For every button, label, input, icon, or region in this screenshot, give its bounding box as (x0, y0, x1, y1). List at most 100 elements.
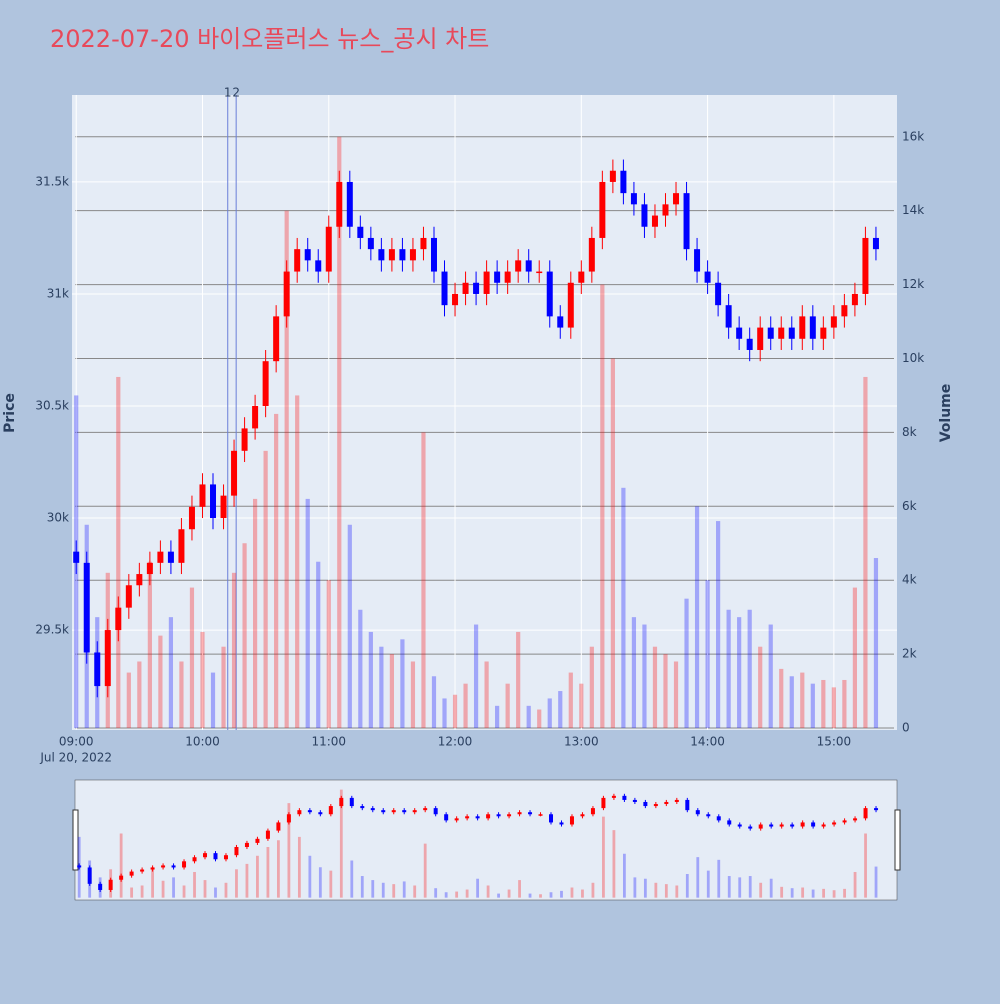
candle-body (119, 875, 124, 880)
x-tick-label: 09:00 (59, 735, 94, 749)
candle-body (294, 249, 301, 272)
slider-handle[interactable] (72, 809, 79, 871)
x-tick-label: 13:00 (564, 735, 599, 749)
candle-body (283, 271, 290, 317)
candle-body (252, 406, 259, 429)
range-slider[interactable] (72, 779, 901, 901)
candle-body (528, 812, 533, 815)
volume-bar (717, 859, 721, 898)
volume-bar (633, 877, 637, 898)
candle-body (483, 271, 490, 294)
candle-body (349, 797, 354, 807)
candle-body (779, 824, 784, 827)
candle-body (778, 327, 785, 339)
x-tick-label: 14:00 (690, 735, 725, 749)
candle-body (706, 814, 711, 817)
volume-bar (140, 885, 144, 898)
candle-body (874, 808, 879, 811)
volume-bar (392, 884, 396, 898)
volume-bar (339, 789, 343, 898)
candle-body (820, 327, 827, 339)
volume-bar (381, 882, 385, 898)
volume-bar (874, 866, 878, 898)
candle-body (674, 799, 679, 802)
candle-body (210, 484, 217, 519)
volume-bar (716, 521, 721, 729)
candle-body (767, 327, 774, 339)
candle-body (695, 810, 700, 815)
y2-tick-label: 14k (902, 203, 924, 217)
candle-body (737, 824, 742, 827)
slider-handle[interactable] (894, 809, 901, 871)
x-tick-label: 11:00 (311, 735, 346, 749)
candle-body (746, 338, 753, 350)
x-tick-label: 10:00 (185, 735, 220, 749)
volume-bar (518, 880, 521, 898)
candle-body (262, 361, 269, 407)
volume-bar (360, 876, 364, 898)
candle-body (630, 193, 637, 205)
candle-body (136, 574, 143, 586)
volume-bar (189, 587, 195, 729)
candle-body (715, 282, 722, 306)
volume-bar (473, 624, 479, 729)
candle-body (297, 810, 302, 815)
candle-body (569, 816, 574, 825)
candle-body (150, 867, 155, 870)
candle-body (727, 820, 732, 825)
volume-bar (706, 870, 710, 898)
candle-body (360, 806, 365, 809)
volume-bar (537, 709, 542, 729)
volume-bar (505, 683, 510, 729)
candle-body (129, 871, 134, 876)
volume-bar (738, 877, 742, 898)
volume-bar (350, 860, 354, 898)
candle-body (409, 249, 416, 261)
volume-bar (172, 877, 175, 898)
candle-body (841, 305, 848, 317)
volume-bar (444, 892, 448, 898)
volume-bar (368, 631, 373, 729)
volume-bar (274, 413, 279, 729)
candle-body (381, 810, 386, 813)
candle-body (496, 814, 501, 817)
candle-body (725, 305, 732, 328)
volume-bar (831, 687, 836, 729)
volume-bar (423, 843, 427, 898)
volume-bar (694, 506, 700, 729)
volume-bar (726, 609, 731, 729)
candle-body (620, 170, 627, 194)
candle-body (157, 551, 164, 563)
volume-bar (130, 887, 134, 898)
volume-bar (768, 624, 773, 729)
x-date-label: Jul 20, 2022 (39, 751, 112, 765)
y-tick-label: 29.5k (35, 623, 69, 637)
volume-bar (591, 882, 595, 898)
candle-body (423, 808, 428, 811)
candle-body (255, 838, 260, 843)
candle-body (307, 810, 312, 813)
candle-body (473, 282, 480, 294)
candle-body (683, 193, 690, 250)
candle-body (716, 816, 721, 821)
candle-body (799, 316, 806, 339)
volume-bar (696, 857, 700, 898)
candle-body (800, 822, 805, 827)
volume-bar (652, 646, 658, 729)
candle-body (399, 249, 406, 261)
candle-body (507, 814, 512, 817)
volume-bar (318, 867, 322, 898)
volume-bar (210, 672, 216, 729)
candle-body (622, 795, 627, 800)
y2-tick-label: 10k (902, 351, 924, 365)
volume-bar (600, 284, 605, 729)
candle-body (673, 193, 680, 205)
volume-bar (337, 136, 342, 729)
volume-bar (151, 867, 154, 898)
candle-body (192, 857, 197, 862)
candle-body (546, 271, 553, 317)
volume-bar (266, 847, 270, 898)
volume-bar (476, 878, 480, 898)
candle-body (567, 282, 574, 328)
volume-bar (821, 679, 826, 729)
